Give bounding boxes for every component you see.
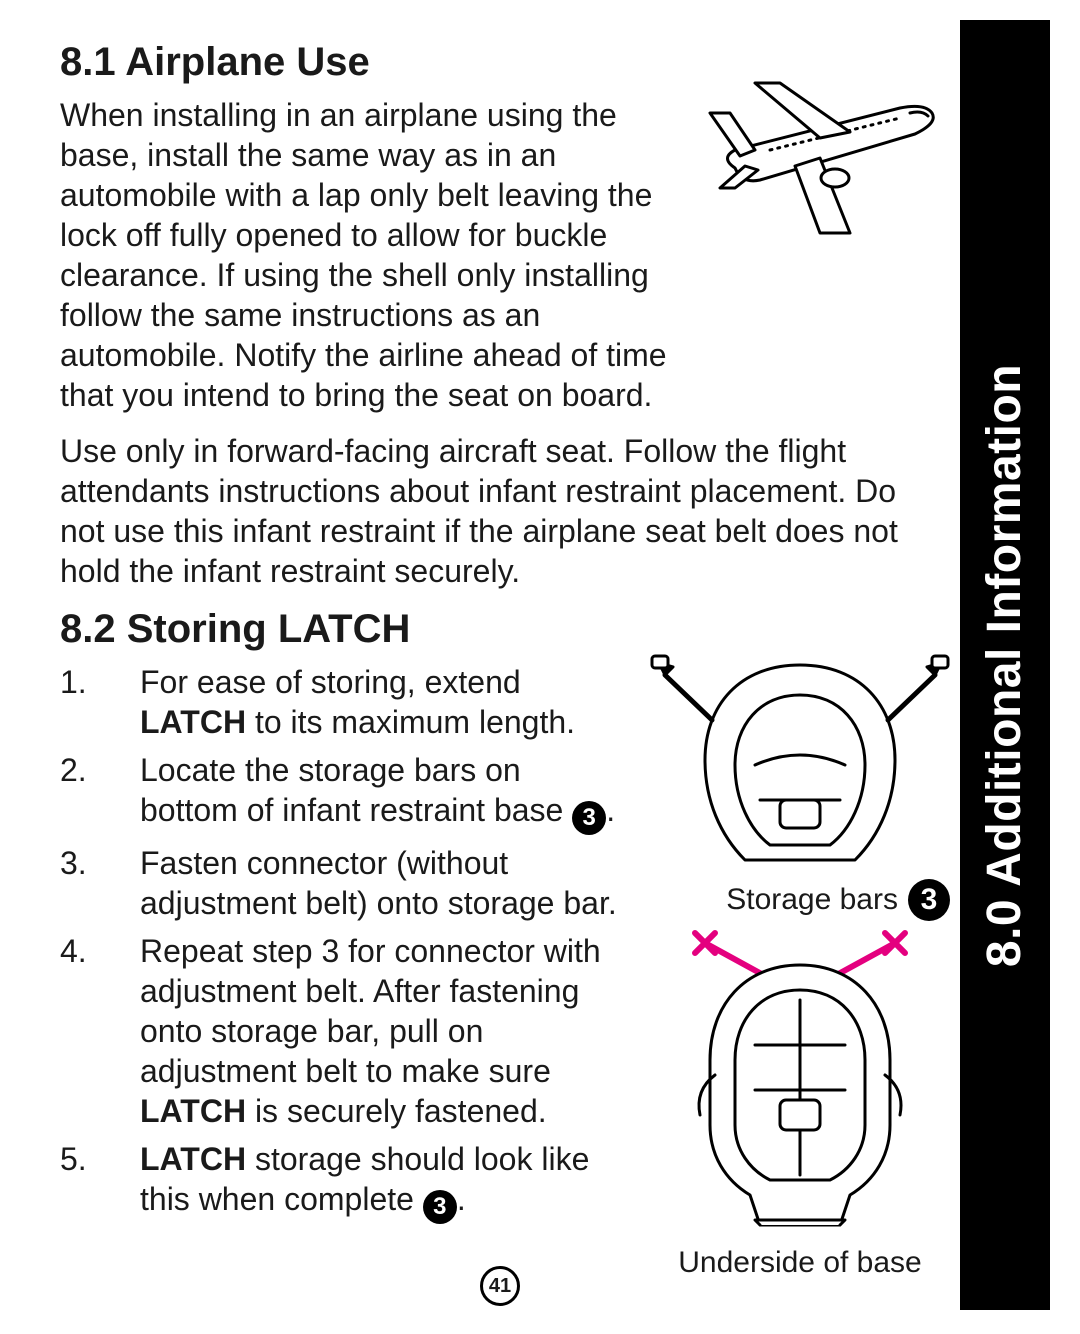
- airplane-icon: [700, 58, 960, 248]
- page-number: 41: [480, 1266, 520, 1306]
- step-4: 4. Repeat step 3 for connector with adju…: [60, 931, 620, 1131]
- step-2: 2. Locate the storage bars on bottom of …: [60, 750, 620, 835]
- step-tail: .: [606, 792, 615, 828]
- car-seat-base-top-diagram: [650, 650, 950, 880]
- step-3: 3. Fasten connector (without adjustment …: [60, 843, 620, 923]
- step-text: For ease of storing, extend: [140, 664, 521, 700]
- step-number: 1.: [60, 662, 120, 702]
- step-tail: .: [457, 1181, 466, 1217]
- step-number: 5.: [60, 1139, 120, 1179]
- step-text-post: is securely fastened.: [246, 1093, 547, 1129]
- section-8-2-heading: 8.2 Storing LATCH: [60, 607, 940, 652]
- callout-badge-icon: 3: [572, 801, 606, 835]
- chapter-side-tab: 8.0 Additional Information: [960, 20, 1050, 1310]
- step-bold: LATCH: [140, 1093, 246, 1129]
- car-seat-underside-diagram: [660, 925, 940, 1235]
- step-5: 5. LATCH storage should look like this w…: [60, 1139, 620, 1224]
- chapter-side-tab-label: 8.0 Additional Information: [978, 363, 1033, 966]
- step-bold: LATCH: [140, 1141, 246, 1177]
- step-text: Repeat step 3 for connector with adjustm…: [140, 933, 601, 1089]
- steps-list: 1. For ease of storing, extend LATCH to …: [60, 662, 620, 1224]
- step-1: 1. For ease of storing, extend LATCH to …: [60, 662, 620, 742]
- step-number: 2.: [60, 750, 120, 790]
- section-8-1-para-2: Use only in forward-facing aircraft seat…: [60, 431, 940, 591]
- storage-bars-label: Storage bars: [726, 883, 898, 917]
- page-number-badge: 41: [480, 1266, 520, 1306]
- step-bold: LATCH: [140, 704, 246, 740]
- step-text: Locate the storage bars on bottom of inf…: [140, 752, 572, 828]
- step-number: 3.: [60, 843, 120, 883]
- step-number: 4.: [60, 931, 120, 971]
- step-text-post: to its maximum length.: [246, 704, 575, 740]
- underside-caption: Underside of base: [650, 1246, 950, 1280]
- callout-badge-icon: 3: [908, 879, 950, 921]
- step-text: Fasten connector (without adjustment bel…: [140, 845, 617, 921]
- callout-badge-icon: 3: [423, 1190, 457, 1224]
